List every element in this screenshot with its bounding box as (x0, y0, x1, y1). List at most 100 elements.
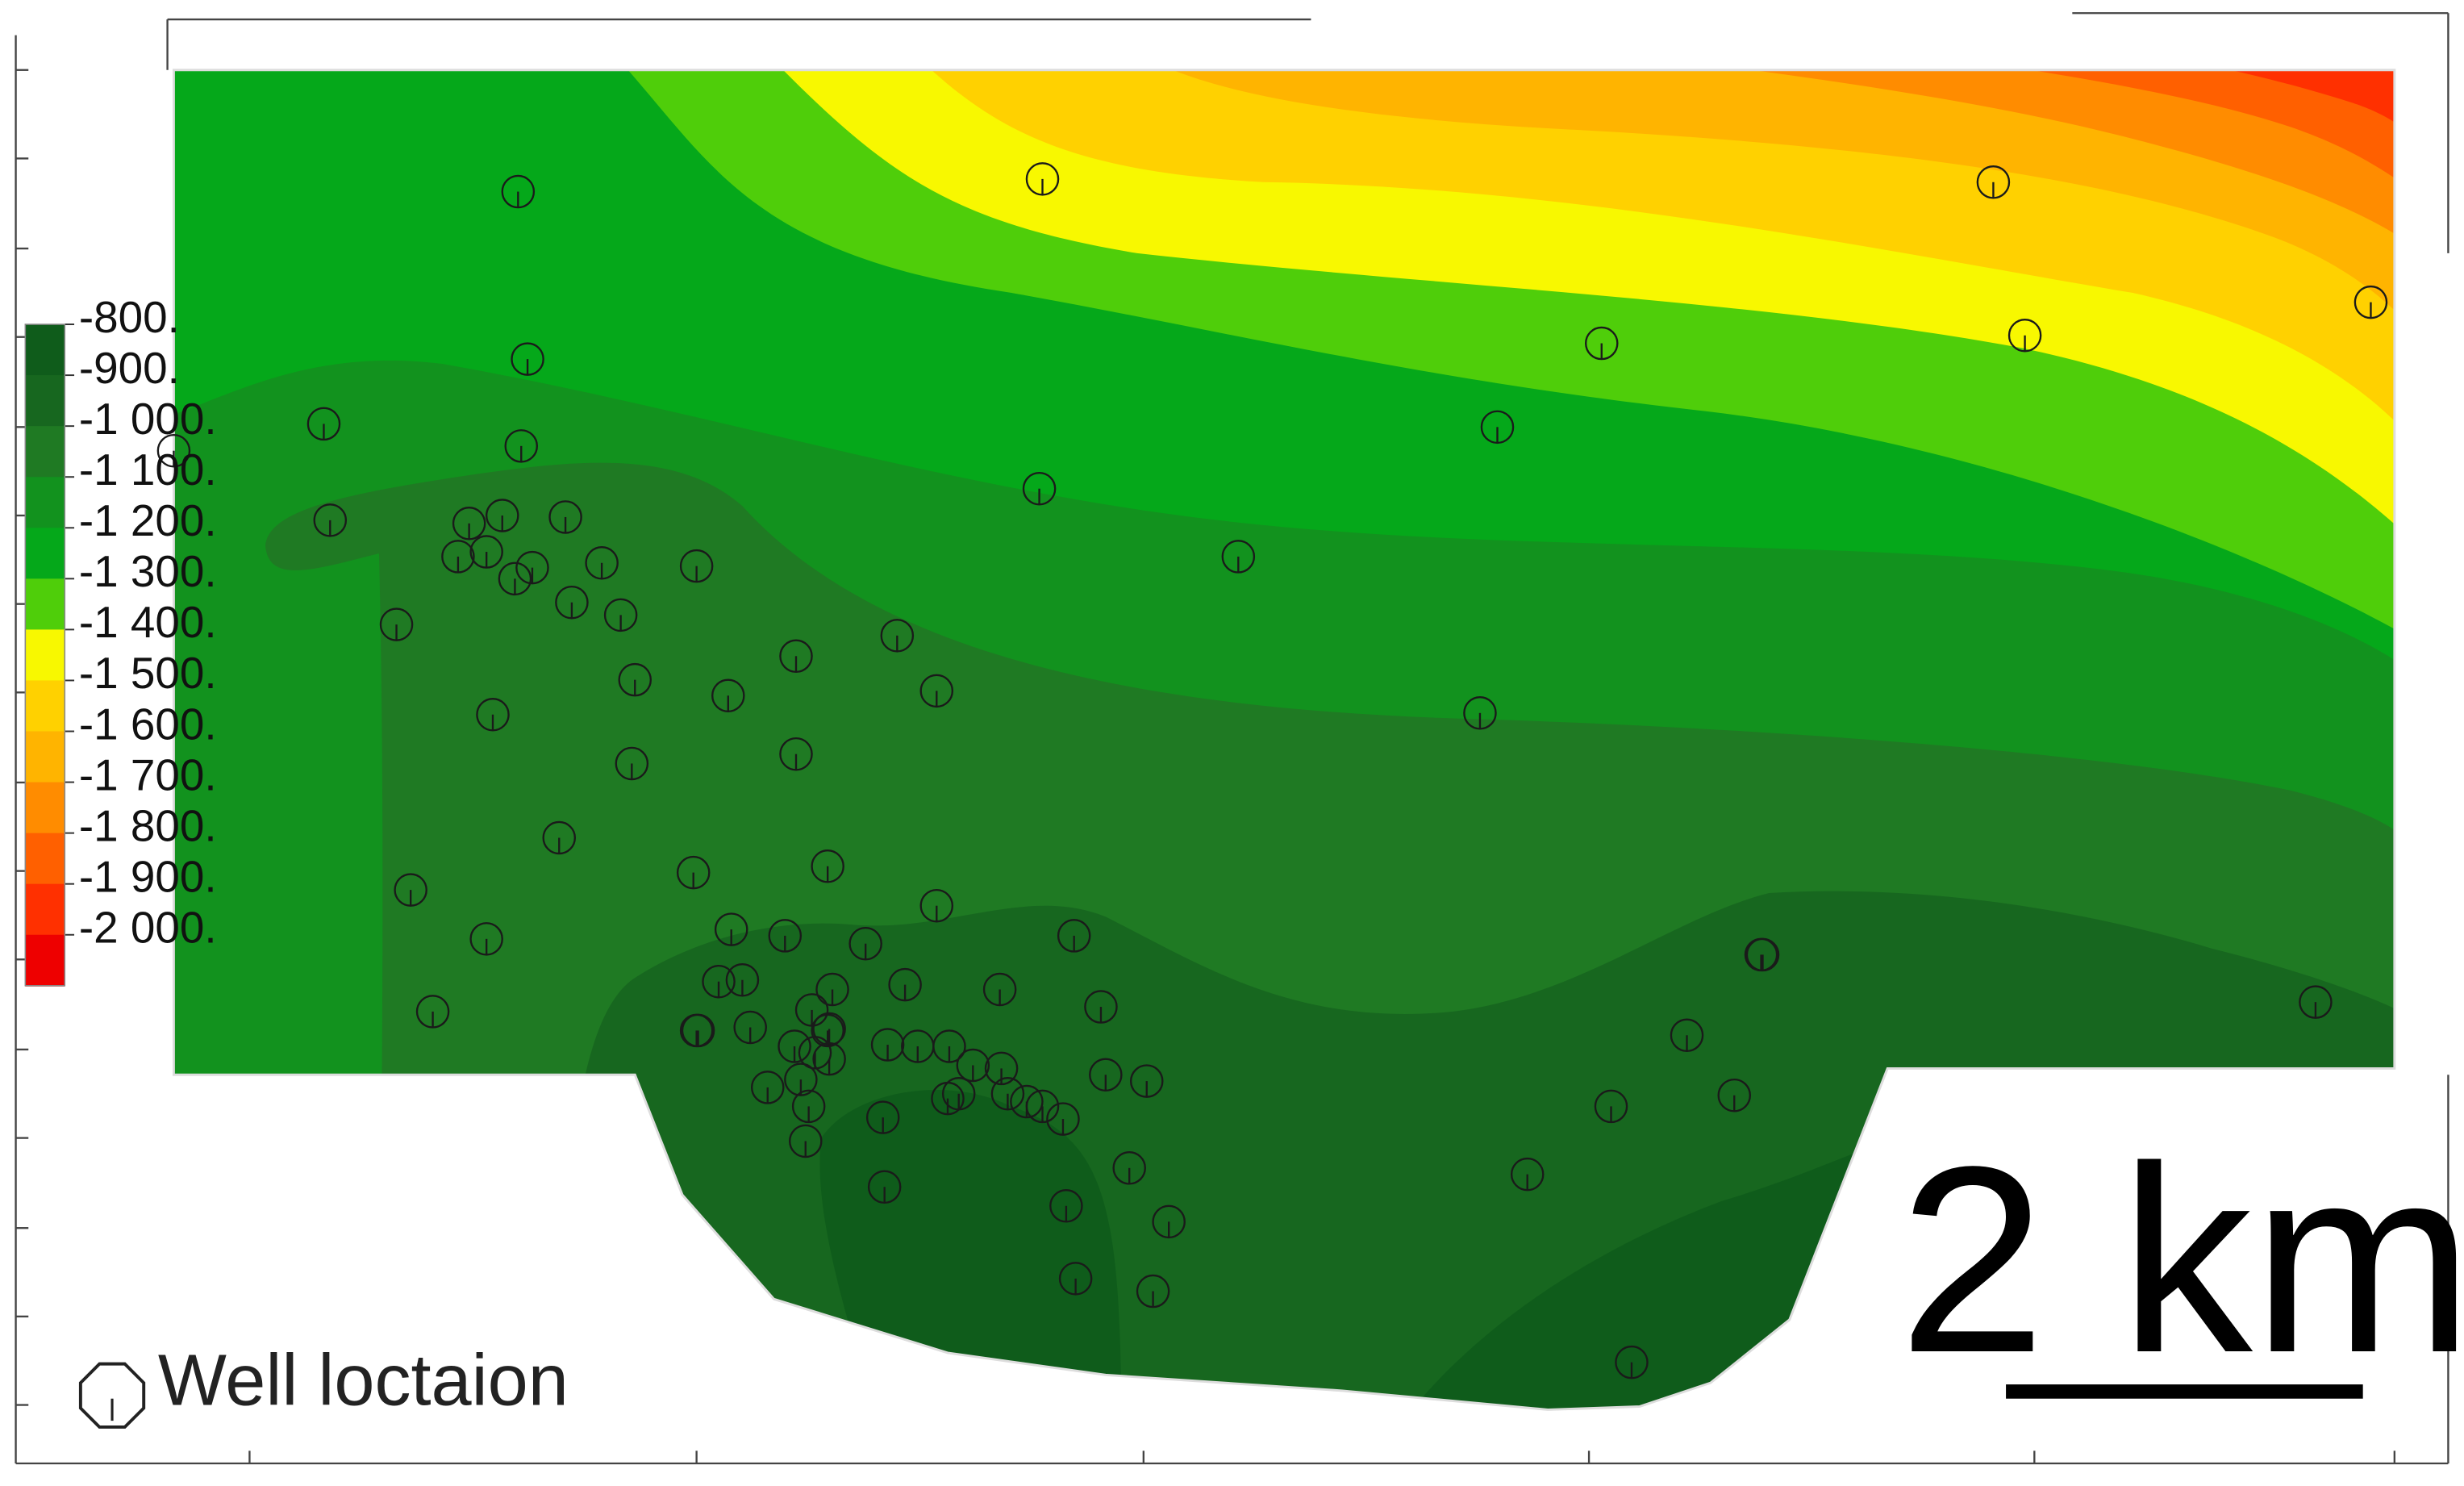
well-marker (1136, 1274, 1170, 1309)
well-marker (990, 1076, 1025, 1111)
well-marker (1049, 1189, 1083, 1223)
legend-frame (24, 323, 66, 987)
well-marker (1744, 937, 1778, 972)
well-marker (379, 607, 414, 641)
well-marker (1025, 162, 1060, 196)
color-legend: -800.-900.-1 000.-1 100.-1 200.-1 300.-1… (24, 292, 217, 987)
legend-label: -2 000. (79, 903, 217, 953)
well-marker (679, 549, 714, 583)
wells-layer (156, 162, 2388, 1380)
well-marker (750, 1071, 785, 1104)
well-marker (811, 849, 844, 883)
legend-label: -800. (79, 292, 180, 342)
legend-swatch (25, 883, 65, 936)
well-marker (452, 507, 486, 541)
well-marker (306, 407, 341, 441)
well-key-label: Well loctaion (158, 1340, 569, 1421)
legend-label: -1 400. (79, 597, 217, 647)
well-marker (711, 678, 745, 713)
well-marker (1025, 1089, 1060, 1124)
well-marker (788, 1124, 823, 1158)
well-marker (469, 922, 503, 956)
well-marker (1221, 540, 1256, 574)
well-marker (676, 855, 711, 890)
well-marker (1717, 1078, 1752, 1112)
well-marker (515, 550, 549, 585)
well-marker (542, 820, 577, 855)
well-marker (768, 919, 803, 953)
well-marker (501, 174, 536, 209)
well-marker (2354, 285, 2388, 319)
well-location-icon (78, 1362, 146, 1429)
well-marker (1046, 1102, 1080, 1136)
well-marker (681, 1013, 715, 1048)
well-marker (313, 503, 348, 537)
well-marker (1584, 326, 1619, 361)
well-marker (1058, 1262, 1093, 1296)
well-marker (1510, 1157, 1545, 1192)
legend-swatch (25, 680, 65, 733)
well-marker (618, 662, 652, 697)
well-marker (1089, 1058, 1123, 1092)
well-marker (870, 1028, 905, 1062)
well-marker (415, 995, 450, 1029)
legend-swatch (25, 477, 65, 529)
well-marker (1084, 990, 1118, 1024)
well-key: Well loctaion (78, 1340, 569, 1429)
well-marker (733, 1010, 767, 1045)
legend-swatch (25, 833, 65, 885)
well-marker (504, 429, 539, 463)
legend-swatch (25, 375, 65, 428)
well-marker (1480, 410, 1515, 445)
legend-label: -1 200. (79, 495, 217, 545)
legend-label: -1 900. (79, 851, 217, 901)
legend-label: -1 500. (79, 648, 217, 698)
band-1800 (1879, 69, 2395, 182)
well-marker (812, 1041, 846, 1076)
legend-label: -1 100. (79, 445, 217, 495)
well-marker (615, 746, 649, 781)
well-marker (441, 540, 475, 574)
well-marker (779, 639, 813, 674)
well-marker (779, 737, 813, 771)
well-marker (919, 674, 954, 708)
legend-swatch (25, 731, 65, 783)
well-marker (702, 964, 736, 999)
well-marker (511, 342, 544, 376)
well-marker (555, 585, 589, 620)
well-marker (498, 561, 532, 596)
scale-bar: 2 km (1899, 1111, 2464, 1408)
legend-swatch (25, 934, 65, 987)
well-marker (1670, 1018, 1704, 1053)
well-marker (1112, 1151, 1146, 1185)
well-marker (603, 598, 638, 632)
well-marker (888, 967, 922, 1002)
well-marker (156, 433, 191, 468)
well-marker (2299, 985, 2333, 1019)
well-marker (956, 1048, 990, 1083)
well-marker (778, 1029, 811, 1063)
well-marker (931, 1081, 965, 1116)
well-marker (485, 499, 519, 532)
well-marker (714, 912, 748, 946)
legend-label: -1 000. (79, 394, 217, 444)
legend-swatch (25, 782, 65, 834)
well-marker (1594, 1089, 1628, 1124)
legend-label: -1 700. (79, 749, 217, 799)
well-marker (585, 545, 619, 580)
legend-swatch (25, 578, 65, 631)
well-marker (919, 888, 954, 923)
well-marker (2007, 318, 2042, 353)
legend-label: -1 800. (79, 800, 217, 850)
well-marker (1976, 165, 2011, 199)
legend-label: -900. (79, 343, 180, 393)
map-frame (15, 12, 2449, 1465)
well-marker (867, 1170, 902, 1204)
legend-label: -1 600. (79, 699, 217, 749)
well-marker (725, 962, 760, 997)
well-marker (1129, 1064, 1164, 1098)
well-marker (984, 1051, 1019, 1086)
well-marker (865, 1100, 900, 1134)
well-marker (1615, 1345, 1649, 1380)
well-marker (394, 873, 427, 907)
